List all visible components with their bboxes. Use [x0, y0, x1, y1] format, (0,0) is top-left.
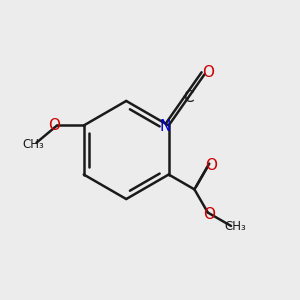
- Text: CH₃: CH₃: [224, 220, 246, 233]
- Text: N: N: [159, 119, 171, 134]
- Text: O: O: [202, 65, 214, 80]
- Text: O: O: [49, 118, 61, 133]
- Text: C: C: [184, 90, 194, 105]
- Text: O: O: [205, 158, 217, 173]
- Text: CH₃: CH₃: [23, 138, 44, 151]
- Text: O: O: [203, 207, 215, 222]
